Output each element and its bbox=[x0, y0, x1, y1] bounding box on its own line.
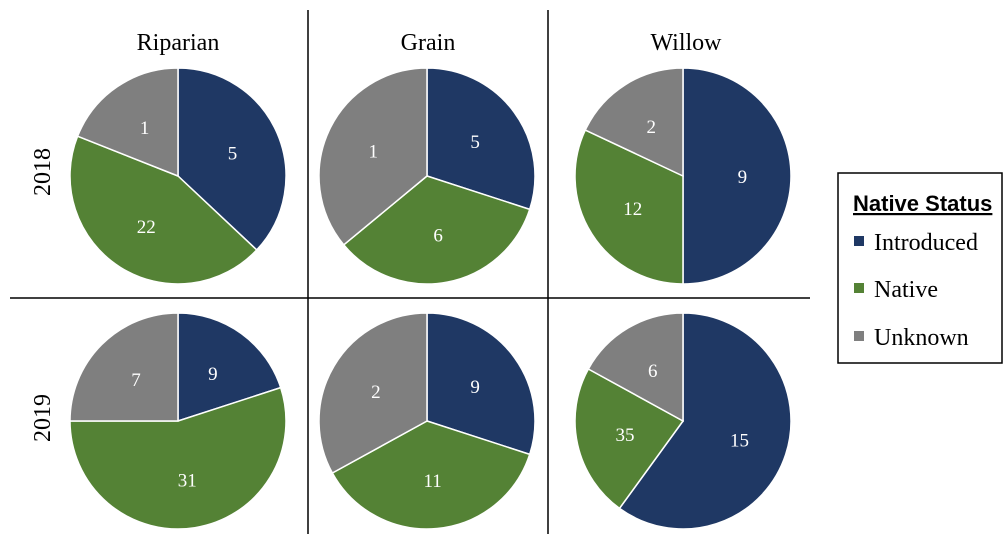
pie-slice-native bbox=[342, 175, 531, 285]
pie-slice-native bbox=[69, 386, 287, 530]
pie-slice-introduced bbox=[426, 67, 536, 211]
legend-swatch-introduced bbox=[854, 236, 864, 246]
legend-swatch-unknown bbox=[854, 331, 864, 341]
slice-label-introduced: 9 bbox=[738, 167, 748, 188]
slice-label-introduced: 9 bbox=[470, 377, 480, 398]
pie-2019-riparian: 9 31 7 bbox=[69, 312, 287, 530]
slice-label-unknown: 1 bbox=[369, 142, 379, 163]
slice-label-introduced: 9 bbox=[208, 364, 218, 385]
column-title-riparian: Riparian bbox=[137, 30, 220, 56]
pie-slice-native bbox=[69, 135, 258, 285]
slice-label-unknown: 1 bbox=[140, 118, 150, 139]
slice-label-native: 6 bbox=[433, 225, 443, 246]
pie-slice-unknown bbox=[318, 67, 428, 246]
pie-slice-native bbox=[331, 420, 531, 530]
column-title-willow: Willow bbox=[650, 30, 722, 56]
legend-title: Native Status bbox=[853, 191, 992, 216]
legend-box bbox=[837, 172, 1003, 364]
pie-slice-introduced bbox=[177, 67, 287, 251]
pie-slice-introduced bbox=[682, 67, 792, 285]
slice-label-unknown: 2 bbox=[371, 382, 381, 403]
pie-slice-unknown bbox=[587, 312, 684, 423]
slice-label-unknown: 6 bbox=[648, 361, 658, 382]
slice-label-native: 11 bbox=[423, 471, 441, 492]
slice-label-native: 12 bbox=[623, 199, 642, 220]
legend-label-introduced: Introduced bbox=[874, 230, 978, 256]
slice-label-unknown: 2 bbox=[646, 117, 656, 138]
slice-label-introduced: 5 bbox=[470, 132, 480, 153]
legend: Native Status Introduced Native Unknown bbox=[837, 172, 1003, 364]
pie-slice-unknown bbox=[318, 312, 428, 475]
pie-2018-willow: 9 12 2 bbox=[574, 67, 792, 285]
slice-label-native: 35 bbox=[616, 425, 635, 446]
pie-slice-introduced bbox=[426, 312, 536, 456]
slice-label-native: 31 bbox=[178, 471, 197, 492]
pie-slice-introduced bbox=[177, 312, 282, 423]
pie-2019-grain: 9 11 2 bbox=[318, 312, 536, 530]
slice-label-native: 22 bbox=[137, 217, 156, 238]
row-title-2018: 2018 bbox=[30, 148, 56, 196]
pie-2019-willow: 15 35 6 bbox=[574, 312, 792, 530]
slice-label-introduced: 5 bbox=[228, 143, 238, 164]
slice-label-unknown: 7 bbox=[131, 370, 141, 391]
legend-swatch-native bbox=[854, 283, 864, 293]
pie-2018-riparian: 5 22 1 bbox=[69, 67, 287, 285]
legend-label-unknown: Unknown bbox=[874, 325, 969, 351]
legend-label-native: Native bbox=[874, 277, 938, 303]
pie-slice-introduced bbox=[618, 312, 792, 530]
slice-label-introduced: 15 bbox=[730, 430, 749, 451]
pie-slice-unknown bbox=[69, 312, 179, 422]
column-title-grain: Grain bbox=[401, 30, 456, 56]
pie-slice-unknown bbox=[584, 67, 684, 178]
pie-2018-grain: 5 6 1 bbox=[318, 67, 536, 285]
pie-slice-native bbox=[574, 129, 684, 285]
pie-slice-native bbox=[574, 367, 685, 510]
row-title-2019: 2019 bbox=[30, 394, 56, 442]
pie-slice-unknown bbox=[76, 67, 179, 178]
